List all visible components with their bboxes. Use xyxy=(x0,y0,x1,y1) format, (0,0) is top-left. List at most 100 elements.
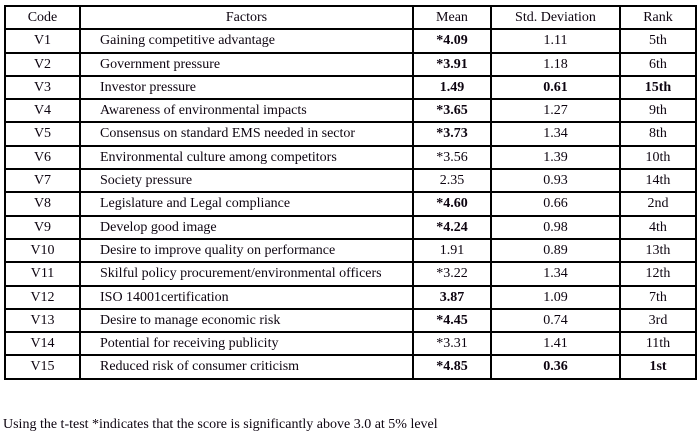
cell-mean: *4.60 xyxy=(412,191,492,217)
cell-factor: Gaining competitive advantage xyxy=(79,28,414,54)
cell-code: V1 xyxy=(4,28,81,54)
cell-rank: 8th xyxy=(619,121,697,147)
cell-mean: *4.45 xyxy=(412,307,492,334)
header-code: Code xyxy=(4,4,81,31)
cell-rank: 3rd xyxy=(619,307,697,334)
cell-std: 1.27 xyxy=(490,98,621,124)
table-row: V3 Investor pressure 1.49 0.61 15th xyxy=(4,74,697,101)
table-row: V1 Gaining competitive advantage *4.09 1.11… xyxy=(4,28,697,54)
cell-rank: 11th xyxy=(619,331,697,357)
cell-factor: Consensus on standard EMS needed in sect… xyxy=(79,121,414,147)
cell-rank: 1st xyxy=(619,354,697,380)
cell-std: 1.11 xyxy=(490,28,621,54)
cell-mean: *4.85 xyxy=(412,354,492,380)
cell-std: 0.89 xyxy=(490,237,621,264)
cell-factor: Desire to manage economic risk xyxy=(79,307,414,334)
header-factors: Factors xyxy=(79,4,414,31)
header-row: Code Factors Mean Std. Deviation Rank xyxy=(4,4,697,31)
cell-mean: 2.35 xyxy=(412,168,492,194)
cell-factor: Environmental culture among competitors xyxy=(79,144,414,171)
cell-rank: 9th xyxy=(619,98,697,124)
cell-std: 1.41 xyxy=(490,331,621,357)
table-row: V2 Government pressure *3.91 1.18 6th xyxy=(4,51,697,77)
cell-code: V9 xyxy=(4,214,81,240)
cell-factor: ISO 14001certification xyxy=(79,284,414,310)
table-row: V12 ISO 14001certification 3.87 1.09 7th xyxy=(4,284,697,310)
cell-mean: 3.87 xyxy=(412,284,492,310)
table-header: Code Factors Mean Std. Deviation Rank xyxy=(4,4,697,31)
cell-mean: *3.91 xyxy=(412,51,492,77)
table-row: V8 Legislature and Legal compliance *4.60 0… xyxy=(4,191,697,217)
cell-rank: 7th xyxy=(619,284,697,310)
cell-factor: Skilful policy procurement/environmental… xyxy=(79,261,414,287)
cell-factor: Awareness of environmental impacts xyxy=(79,98,414,124)
cell-factor: Develop good image xyxy=(79,214,414,240)
cell-code: V7 xyxy=(4,168,81,194)
cell-std: 0.61 xyxy=(490,74,621,101)
cell-rank: 5th xyxy=(619,28,697,54)
cell-rank: 13th xyxy=(619,237,697,264)
cell-code: V5 xyxy=(4,121,81,147)
cell-factor: Government pressure xyxy=(79,51,414,77)
header-std-deviation: Std. Deviation xyxy=(490,4,621,31)
table-row: V9 Develop good image *4.24 0.98 4th xyxy=(4,214,697,240)
cell-code: V2 xyxy=(4,51,81,77)
cell-code: V8 xyxy=(4,191,81,217)
table-row: V6 Environmental culture among competitor… xyxy=(4,144,697,171)
table-row: V14 Potential for receiving publicity *3.3… xyxy=(4,331,697,357)
footnote: Using the t-test *indicates that the sco… xyxy=(3,417,438,432)
cell-code: V12 xyxy=(4,284,81,310)
table-body: V1 Gaining competitive advantage *4.09 1.11… xyxy=(4,28,697,380)
cell-rank: 15th xyxy=(619,74,697,101)
cell-mean: *3.65 xyxy=(412,98,492,124)
cell-std: 0.66 xyxy=(490,191,621,217)
cell-factor: Investor pressure xyxy=(79,74,414,101)
cell-code: V3 xyxy=(4,74,81,101)
header-mean: Mean xyxy=(412,4,492,31)
cell-code: V15 xyxy=(4,354,81,380)
cell-factor: Potential for receiving publicity xyxy=(79,331,414,357)
cell-mean: *4.09 xyxy=(412,28,492,54)
factors-table: Code Factors Mean Std. Deviation Rank V1… xyxy=(4,4,697,380)
cell-std: 0.98 xyxy=(490,214,621,240)
cell-code: V14 xyxy=(4,331,81,357)
cell-mean: *3.73 xyxy=(412,121,492,147)
cell-mean: *3.22 xyxy=(412,261,492,287)
cell-factor: Desire to improve quality on performance xyxy=(79,237,414,264)
cell-code: V13 xyxy=(4,307,81,334)
cell-std: 1.34 xyxy=(490,261,621,287)
header-rank: Rank xyxy=(619,4,697,31)
cell-std: 0.93 xyxy=(490,168,621,194)
cell-factor: Society pressure xyxy=(79,168,414,194)
cell-std: 0.74 xyxy=(490,307,621,334)
table-row: V7 Society pressure 2.35 0.93 14th xyxy=(4,168,697,194)
table-row: V11 Skilful policy procurement/environmen… xyxy=(4,261,697,287)
cell-std: 1.09 xyxy=(490,284,621,310)
cell-rank: 4th xyxy=(619,214,697,240)
table-row: V10 Desire to improve quality on performa… xyxy=(4,237,697,264)
cell-rank: 12th xyxy=(619,261,697,287)
cell-mean: *3.56 xyxy=(412,144,492,171)
cell-rank: 10th xyxy=(619,144,697,171)
cell-factor: Reduced risk of consumer criticism xyxy=(79,354,414,380)
cell-std: 1.34 xyxy=(490,121,621,147)
cell-code: V4 xyxy=(4,98,81,124)
table-row: V5 Consensus on standard EMS needed in se… xyxy=(4,121,697,147)
cell-code: V10 xyxy=(4,237,81,264)
cell-factor: Legislature and Legal compliance xyxy=(79,191,414,217)
cell-code: V6 xyxy=(4,144,81,171)
cell-std: 0.36 xyxy=(490,354,621,380)
table-row: V15 Reduced risk of consumer criticism *4.… xyxy=(4,354,697,380)
cell-mean: 1.91 xyxy=(412,237,492,264)
cell-mean: 1.49 xyxy=(412,74,492,101)
cell-rank: 6th xyxy=(619,51,697,77)
cell-mean: *3.31 xyxy=(412,331,492,357)
cell-mean: *4.24 xyxy=(412,214,492,240)
cell-std: 1.39 xyxy=(490,144,621,171)
cell-code: V11 xyxy=(4,261,81,287)
cell-rank: 14th xyxy=(619,168,697,194)
cell-rank: 2nd xyxy=(619,191,697,217)
cell-std: 1.18 xyxy=(490,51,621,77)
table-row: V13 Desire to manage economic risk *4.45 0.… xyxy=(4,307,697,334)
